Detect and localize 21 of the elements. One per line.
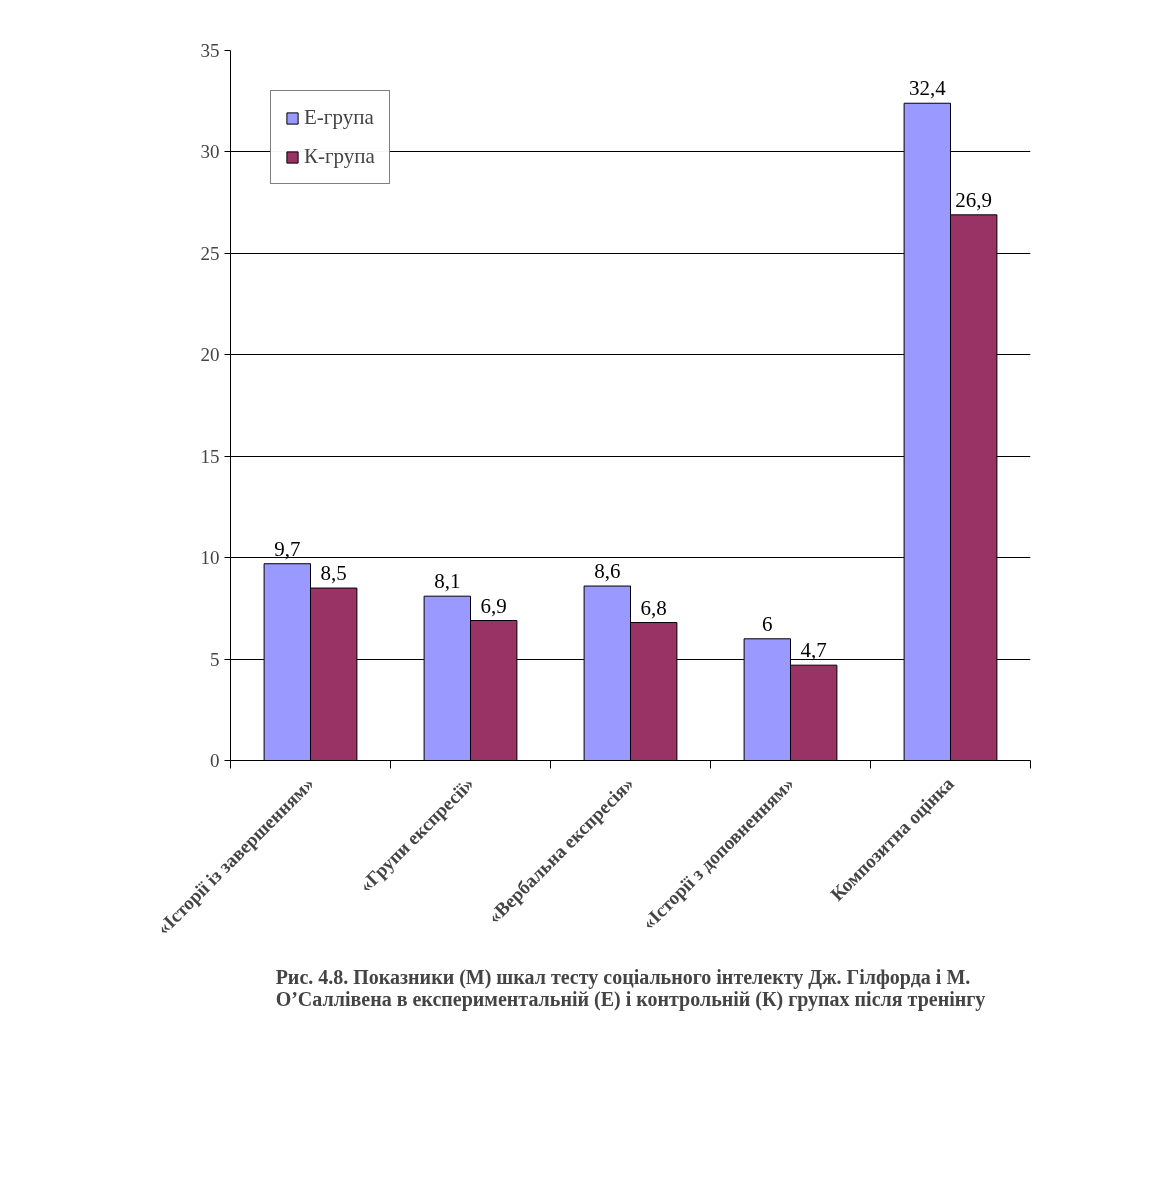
y-tick-label: 20 [200, 344, 220, 366]
y-tick-label: 5 [210, 648, 220, 670]
data-label: 8,6 [594, 559, 621, 584]
legend-label: К-група [304, 144, 375, 169]
y-tick-label: 30 [200, 141, 220, 163]
y-tick-label: 10 [200, 547, 220, 569]
y-tick-label: 15 [200, 445, 220, 467]
data-label: 6,8 [640, 595, 667, 620]
data-label: 6 [762, 611, 773, 636]
data-label: 4,7 [800, 638, 827, 663]
data-label: 26,9 [955, 187, 993, 212]
legend-label: Е-група [304, 105, 374, 130]
data-label: 32,4 [908, 76, 947, 101]
data-label: 6,9 [480, 593, 507, 618]
y-tick-label: 0 [210, 750, 220, 771]
y-tick-label: 35 [200, 40, 220, 61]
text: Рис. 4.8. Показники (М) шкал тесту соціального інтелекту Дж. Гілфорда і М. О’Саллівена в експериментальній (Е) і контрольній (К) групах після тренінгу [275, 965, 986, 1011]
data-label: 8,1 [434, 569, 461, 594]
data-label: 8,5 [320, 561, 347, 586]
y-tick-label: 25 [200, 242, 220, 264]
data-label: 9,7 [274, 536, 301, 561]
